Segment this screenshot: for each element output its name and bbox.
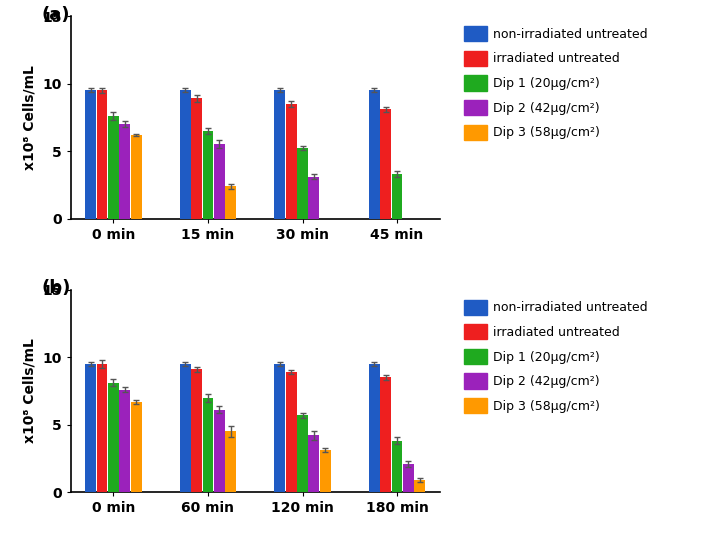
Bar	[119, 124, 130, 219]
Legend: non-irradiated untreated, irradiated untreated, Dip 1 (20μg/cm²), Dip 2 (42μg/cm: non-irradiated untreated, irradiated unt…	[461, 296, 652, 417]
Bar	[191, 369, 202, 492]
Bar	[180, 90, 191, 219]
Bar	[380, 377, 391, 492]
Bar	[274, 90, 285, 219]
Bar	[214, 144, 225, 219]
Bar	[203, 398, 213, 492]
Bar	[414, 480, 425, 492]
Bar	[403, 464, 414, 492]
Bar	[297, 415, 308, 492]
Bar	[369, 364, 380, 492]
Bar	[85, 90, 96, 219]
Bar	[286, 372, 296, 492]
Bar	[203, 131, 213, 219]
Bar	[85, 364, 96, 492]
Bar	[119, 389, 130, 492]
Bar	[214, 410, 225, 492]
Bar	[108, 116, 119, 219]
Bar	[297, 148, 308, 219]
Bar	[130, 135, 142, 219]
Bar	[225, 186, 236, 219]
Y-axis label: x10⁸ Cells/mL: x10⁸ Cells/mL	[23, 65, 37, 170]
Bar	[96, 90, 108, 219]
Bar	[391, 174, 403, 219]
Text: (a): (a)	[41, 6, 70, 24]
Bar	[286, 104, 296, 219]
Y-axis label: x10⁸ Cells/mL: x10⁸ Cells/mL	[23, 339, 37, 444]
Bar	[308, 435, 319, 492]
Bar	[274, 364, 285, 492]
Bar	[180, 364, 191, 492]
Bar	[380, 109, 391, 219]
Bar	[108, 383, 119, 492]
Bar	[225, 431, 236, 492]
Bar	[391, 441, 403, 492]
Bar	[191, 98, 202, 219]
Text: (b): (b)	[41, 279, 71, 297]
Bar	[369, 90, 380, 219]
Legend: non-irradiated untreated, irradiated untreated, Dip 1 (20μg/cm²), Dip 2 (42μg/cm: non-irradiated untreated, irradiated unt…	[461, 22, 652, 143]
Bar	[130, 402, 142, 492]
Bar	[308, 177, 319, 219]
Bar	[96, 364, 108, 492]
Bar	[320, 450, 330, 492]
